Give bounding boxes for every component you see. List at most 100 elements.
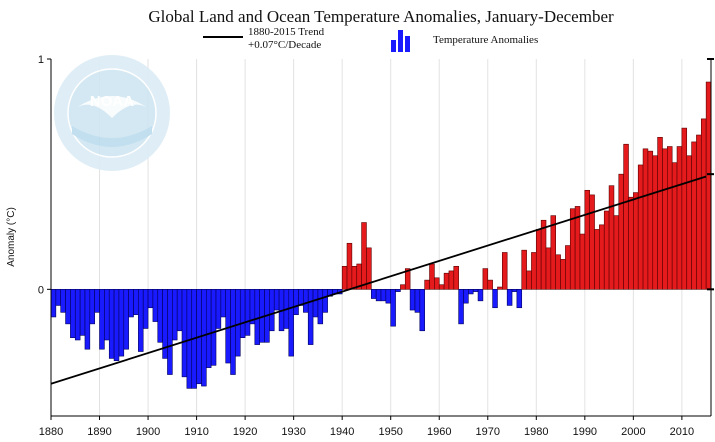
bar-1901 [152, 289, 159, 322]
bar-1989 [579, 233, 586, 290]
bar-1893 [113, 289, 120, 362]
bar-1961 [443, 272, 450, 290]
x-tick-label: 1890 [87, 426, 111, 438]
bar-1907 [181, 289, 188, 378]
bar-1963 [453, 265, 459, 290]
trend-line [50, 175, 707, 385]
bar-1918 [235, 289, 241, 357]
bar-1947 [375, 289, 382, 302]
bar-1883 [65, 289, 71, 325]
bar-1962 [448, 270, 455, 290]
bar-1926 [273, 289, 280, 311]
legend-bar-swatch-1 [391, 40, 396, 52]
bar-1972 [497, 286, 503, 290]
bar-1912 [205, 289, 212, 368]
bar-1917 [230, 289, 236, 375]
bar-1940 [341, 265, 348, 290]
bar-1944 [361, 222, 367, 290]
bar-1914 [215, 289, 222, 329]
bar-1966 [468, 289, 474, 295]
bar-1904 [167, 289, 173, 375]
y-axis-title: Anomaly (°C) [6, 207, 17, 267]
bar-1935 [317, 289, 324, 325]
y-tick-label: 1 [38, 54, 44, 66]
bar-1981 [540, 219, 547, 290]
bar-1983 [550, 215, 556, 290]
bar-1954 [409, 289, 416, 311]
bar-1948 [380, 289, 387, 302]
bar-1971 [492, 289, 498, 309]
legend-bars: Temperature Anomalies [391, 30, 538, 52]
bar-1895 [123, 289, 129, 350]
bar-1984 [555, 254, 561, 290]
x-tick-label: 1990 [573, 426, 597, 438]
legend-bar-swatch-3 [405, 36, 410, 52]
noaa-logo-text: NOAA [90, 93, 134, 110]
bar-2012 [691, 141, 697, 290]
bar-1965 [463, 289, 469, 304]
bar-1976 [516, 289, 523, 309]
bar-1987 [569, 208, 576, 290]
bar-1896 [128, 289, 134, 318]
bar-1950 [390, 289, 396, 327]
bar-1969 [482, 268, 489, 290]
bar-1991 [589, 194, 595, 290]
bar-1957 [424, 279, 430, 290]
x-tick-label: 2000 [621, 426, 645, 438]
legend-trend-label-2: +0.07°C/Decade [248, 39, 321, 51]
bar-2009 [676, 146, 683, 290]
bar-1881 [55, 289, 61, 306]
axes: 1 0 1880 1890 1900 1910 1920 1930 1940 1950 1960 19… [38, 54, 714, 438]
bar-1996 [613, 215, 620, 290]
bar-1952 [400, 284, 406, 290]
bar-2003 [647, 150, 654, 290]
bar-1975 [511, 289, 518, 292]
bar-1885 [74, 289, 81, 341]
bar-1916 [225, 289, 231, 364]
bar-1999 [628, 196, 634, 290]
bar-1932 [303, 289, 309, 313]
bar-1998 [623, 143, 629, 290]
legend-bars-label: Temperature Anomalies [433, 34, 538, 46]
bar-1902 [157, 289, 163, 343]
bar-2002 [642, 148, 649, 290]
bar-2007 [667, 146, 673, 290]
bar-1949 [385, 289, 392, 304]
bar-1913 [210, 289, 217, 366]
bar-1894 [118, 289, 125, 357]
bar-2014 [700, 118, 707, 290]
bar-1992 [594, 229, 600, 290]
bar-1890 [99, 289, 105, 350]
bar-2008 [671, 162, 678, 290]
bar-1898 [138, 289, 144, 352]
bar-1886 [79, 289, 86, 336]
bar-1988 [574, 206, 581, 290]
bar-2006 [662, 148, 668, 290]
bar-1933 [307, 289, 314, 345]
bar-1956 [419, 289, 425, 332]
legend-trend: 1880-2015 Trend +0.07°C/Decade [203, 26, 325, 51]
bar-2010 [681, 127, 688, 290]
bar-1889 [94, 289, 100, 313]
bar-1953 [404, 268, 411, 290]
bar-1951 [395, 289, 401, 292]
bar-1995 [608, 185, 615, 290]
x-tick-label: 1950 [378, 426, 402, 438]
bar-1919 [239, 289, 246, 338]
x-tick-label: 1940 [330, 426, 354, 438]
bar-1899 [142, 289, 149, 329]
bar-1946 [370, 289, 377, 299]
x-tick-label: 1920 [233, 426, 257, 438]
bar-1982 [545, 247, 552, 290]
bar-1888 [89, 289, 95, 325]
x-tick-label: 1930 [281, 426, 305, 438]
bar-1945 [366, 247, 372, 290]
bar-2001 [637, 164, 644, 290]
bar-1891 [104, 289, 110, 341]
chart-title: Global Land and Ocean Temperature Anomal… [148, 7, 614, 26]
bar-1958 [429, 263, 435, 290]
bar-1980 [535, 229, 542, 290]
bar-1979 [531, 252, 537, 290]
x-tick-label: 1880 [39, 426, 63, 438]
